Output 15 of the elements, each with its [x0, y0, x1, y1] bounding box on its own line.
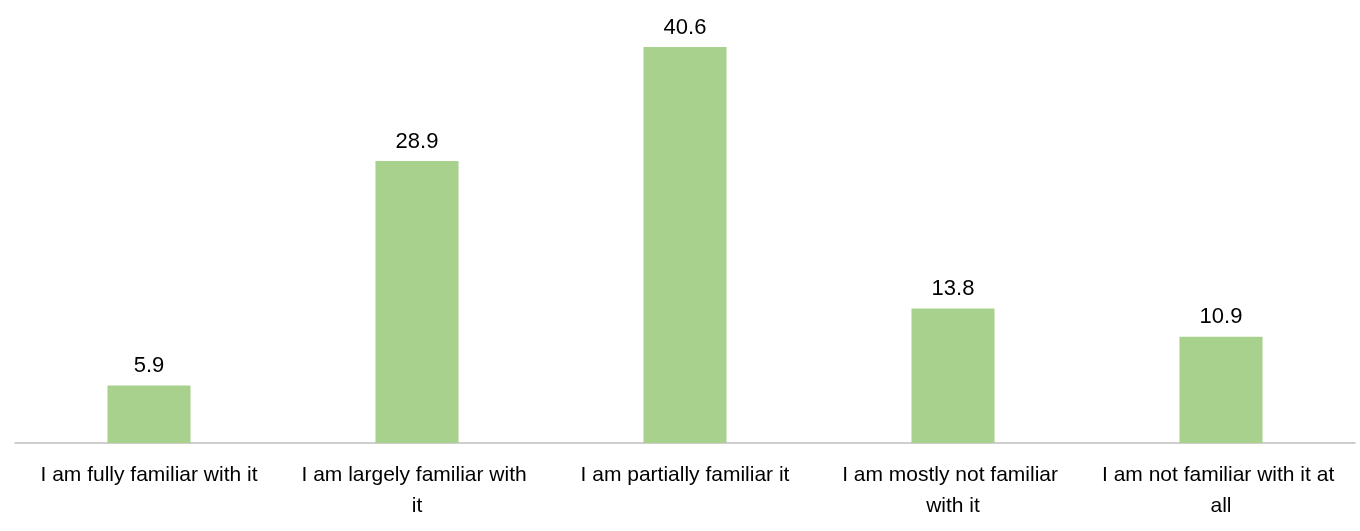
bar — [107, 385, 191, 443]
bar — [911, 308, 995, 443]
data-label: 5.9 — [133, 351, 165, 377]
data-label: 40.6 — [663, 13, 707, 39]
x-tick-label: I am partially familiar it — [580, 462, 790, 485]
data-label: 28.9 — [395, 127, 439, 153]
x-tick-label: I am largely familiar with it — [301, 462, 533, 516]
x-tick-label: I am fully familiar with it — [40, 462, 258, 485]
bar — [1179, 336, 1263, 443]
bar — [643, 47, 727, 443]
bar — [375, 161, 459, 443]
x-tick-label: I am not familiar with it at all — [1101, 462, 1341, 516]
data-label: 10.9 — [1199, 303, 1243, 329]
data-label: 13.8 — [931, 274, 975, 300]
x-tick-label: I am mostly not familiar with it — [842, 462, 1064, 516]
